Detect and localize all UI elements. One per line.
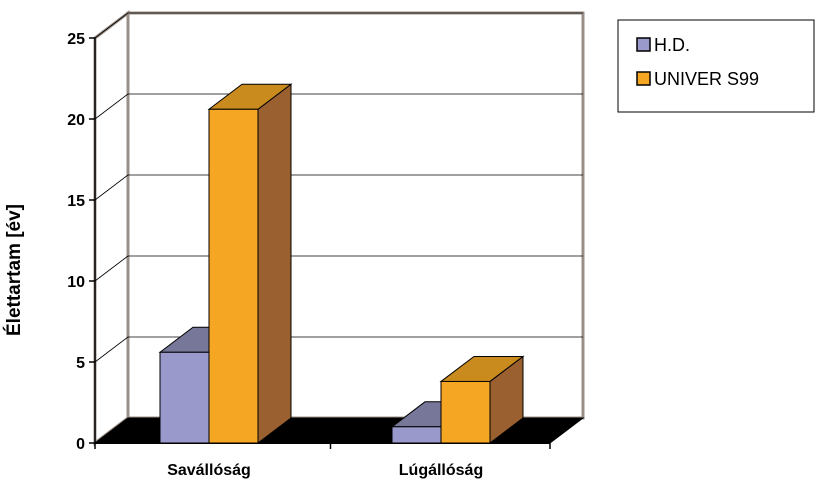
y-tick-labels: 0 5 10 15 20 25	[67, 31, 95, 453]
gridline-diagonal	[94, 12, 129, 39]
bars	[158, 83, 525, 445]
legend-swatch	[636, 37, 651, 52]
bar	[439, 355, 525, 445]
gridline-diagonal	[94, 336, 129, 363]
legend-swatch	[636, 71, 651, 86]
legend-label: H.D.	[654, 35, 690, 55]
legend: H.D. UNIVER S99	[617, 19, 815, 113]
y-tick-label: 10	[67, 274, 85, 291]
bar-front	[391, 426, 442, 444]
bar-front	[440, 380, 491, 444]
gridlines	[94, 12, 583, 443]
y-tick-label: 20	[67, 112, 85, 129]
legend-label: UNIVER S99	[654, 69, 759, 89]
y-axis-label: Élettartam [év]	[3, 204, 25, 336]
legend-box	[617, 19, 815, 113]
y-tick-label: 25	[67, 31, 85, 48]
bar	[207, 83, 293, 445]
y-tick-label: 0	[76, 436, 85, 453]
x-tick-label: Savállóság	[167, 462, 251, 479]
y-tick-label: 15	[67, 193, 85, 210]
left-wall	[93, 9, 130, 447]
bar-front	[159, 351, 210, 444]
bar-side	[257, 83, 292, 445]
bar-front	[208, 108, 259, 444]
y-tick-label: 5	[76, 355, 85, 372]
gridline-diagonal	[94, 255, 129, 282]
x-tick-labels: Savállóság Lúgállóság	[94, 443, 551, 479]
gridline-diagonal	[94, 93, 129, 120]
x-tick-label: Lúgállóság	[399, 462, 483, 479]
gridline-diagonal	[94, 174, 129, 201]
